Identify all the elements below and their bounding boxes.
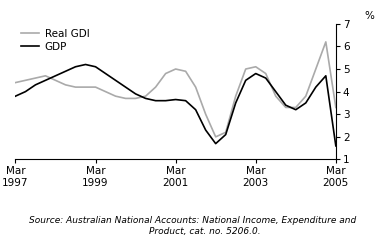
GDP: [43, 79, 48, 82]
GDP: [183, 99, 188, 102]
Real GDI: [223, 131, 228, 134]
Real GDI: [93, 86, 98, 89]
Real GDI: [113, 95, 118, 98]
Real GDI: [253, 65, 258, 68]
Real GDI: [213, 135, 218, 138]
Text: %: %: [365, 11, 374, 21]
GDP: [13, 95, 18, 98]
GDP: [203, 129, 208, 131]
GDP: [293, 108, 298, 111]
Real GDI: [334, 106, 338, 109]
GDP: [173, 98, 178, 101]
Line: GDP: GDP: [15, 64, 336, 146]
Real GDI: [173, 68, 178, 70]
Text: Source: Australian National Accounts: National Income, Expenditure and
        P: Source: Australian National Accounts: Na…: [29, 216, 357, 236]
GDP: [193, 108, 198, 111]
GDP: [133, 92, 138, 95]
GDP: [273, 90, 278, 93]
GDP: [323, 74, 328, 77]
GDP: [334, 144, 338, 147]
GDP: [53, 74, 58, 77]
GDP: [83, 63, 88, 66]
GDP: [33, 83, 38, 86]
Real GDI: [234, 95, 238, 98]
GDP: [234, 101, 238, 104]
Real GDI: [183, 70, 188, 73]
Real GDI: [303, 95, 308, 98]
Real GDI: [53, 79, 58, 82]
GDP: [93, 65, 98, 68]
GDP: [153, 99, 158, 102]
Real GDI: [153, 86, 158, 89]
Real GDI: [163, 72, 168, 75]
Real GDI: [263, 72, 268, 75]
Real GDI: [293, 106, 298, 109]
Real GDI: [103, 90, 108, 93]
GDP: [244, 79, 248, 82]
GDP: [103, 72, 108, 75]
GDP: [113, 79, 118, 82]
Legend: Real GDI, GDP: Real GDI, GDP: [20, 29, 89, 52]
GDP: [313, 86, 318, 89]
Real GDI: [63, 83, 68, 86]
GDP: [213, 142, 218, 145]
GDP: [253, 72, 258, 75]
Real GDI: [123, 97, 128, 100]
GDP: [73, 65, 78, 68]
GDP: [283, 104, 288, 107]
GDP: [263, 77, 268, 79]
Real GDI: [273, 95, 278, 98]
Real GDI: [143, 95, 148, 98]
Real GDI: [133, 97, 138, 100]
GDP: [223, 133, 228, 136]
Real GDI: [283, 106, 288, 109]
GDP: [303, 101, 308, 104]
Real GDI: [203, 113, 208, 116]
GDP: [123, 86, 128, 89]
GDP: [143, 97, 148, 100]
GDP: [163, 99, 168, 102]
Real GDI: [323, 40, 328, 43]
Real GDI: [193, 86, 198, 89]
Real GDI: [313, 68, 318, 70]
GDP: [63, 70, 68, 73]
Real GDI: [83, 86, 88, 89]
Real GDI: [43, 74, 48, 77]
Real GDI: [23, 79, 28, 82]
GDP: [23, 90, 28, 93]
Real GDI: [244, 68, 248, 70]
Real GDI: [13, 81, 18, 84]
Real GDI: [73, 86, 78, 89]
Real GDI: [33, 77, 38, 79]
Line: Real GDI: Real GDI: [15, 42, 336, 137]
